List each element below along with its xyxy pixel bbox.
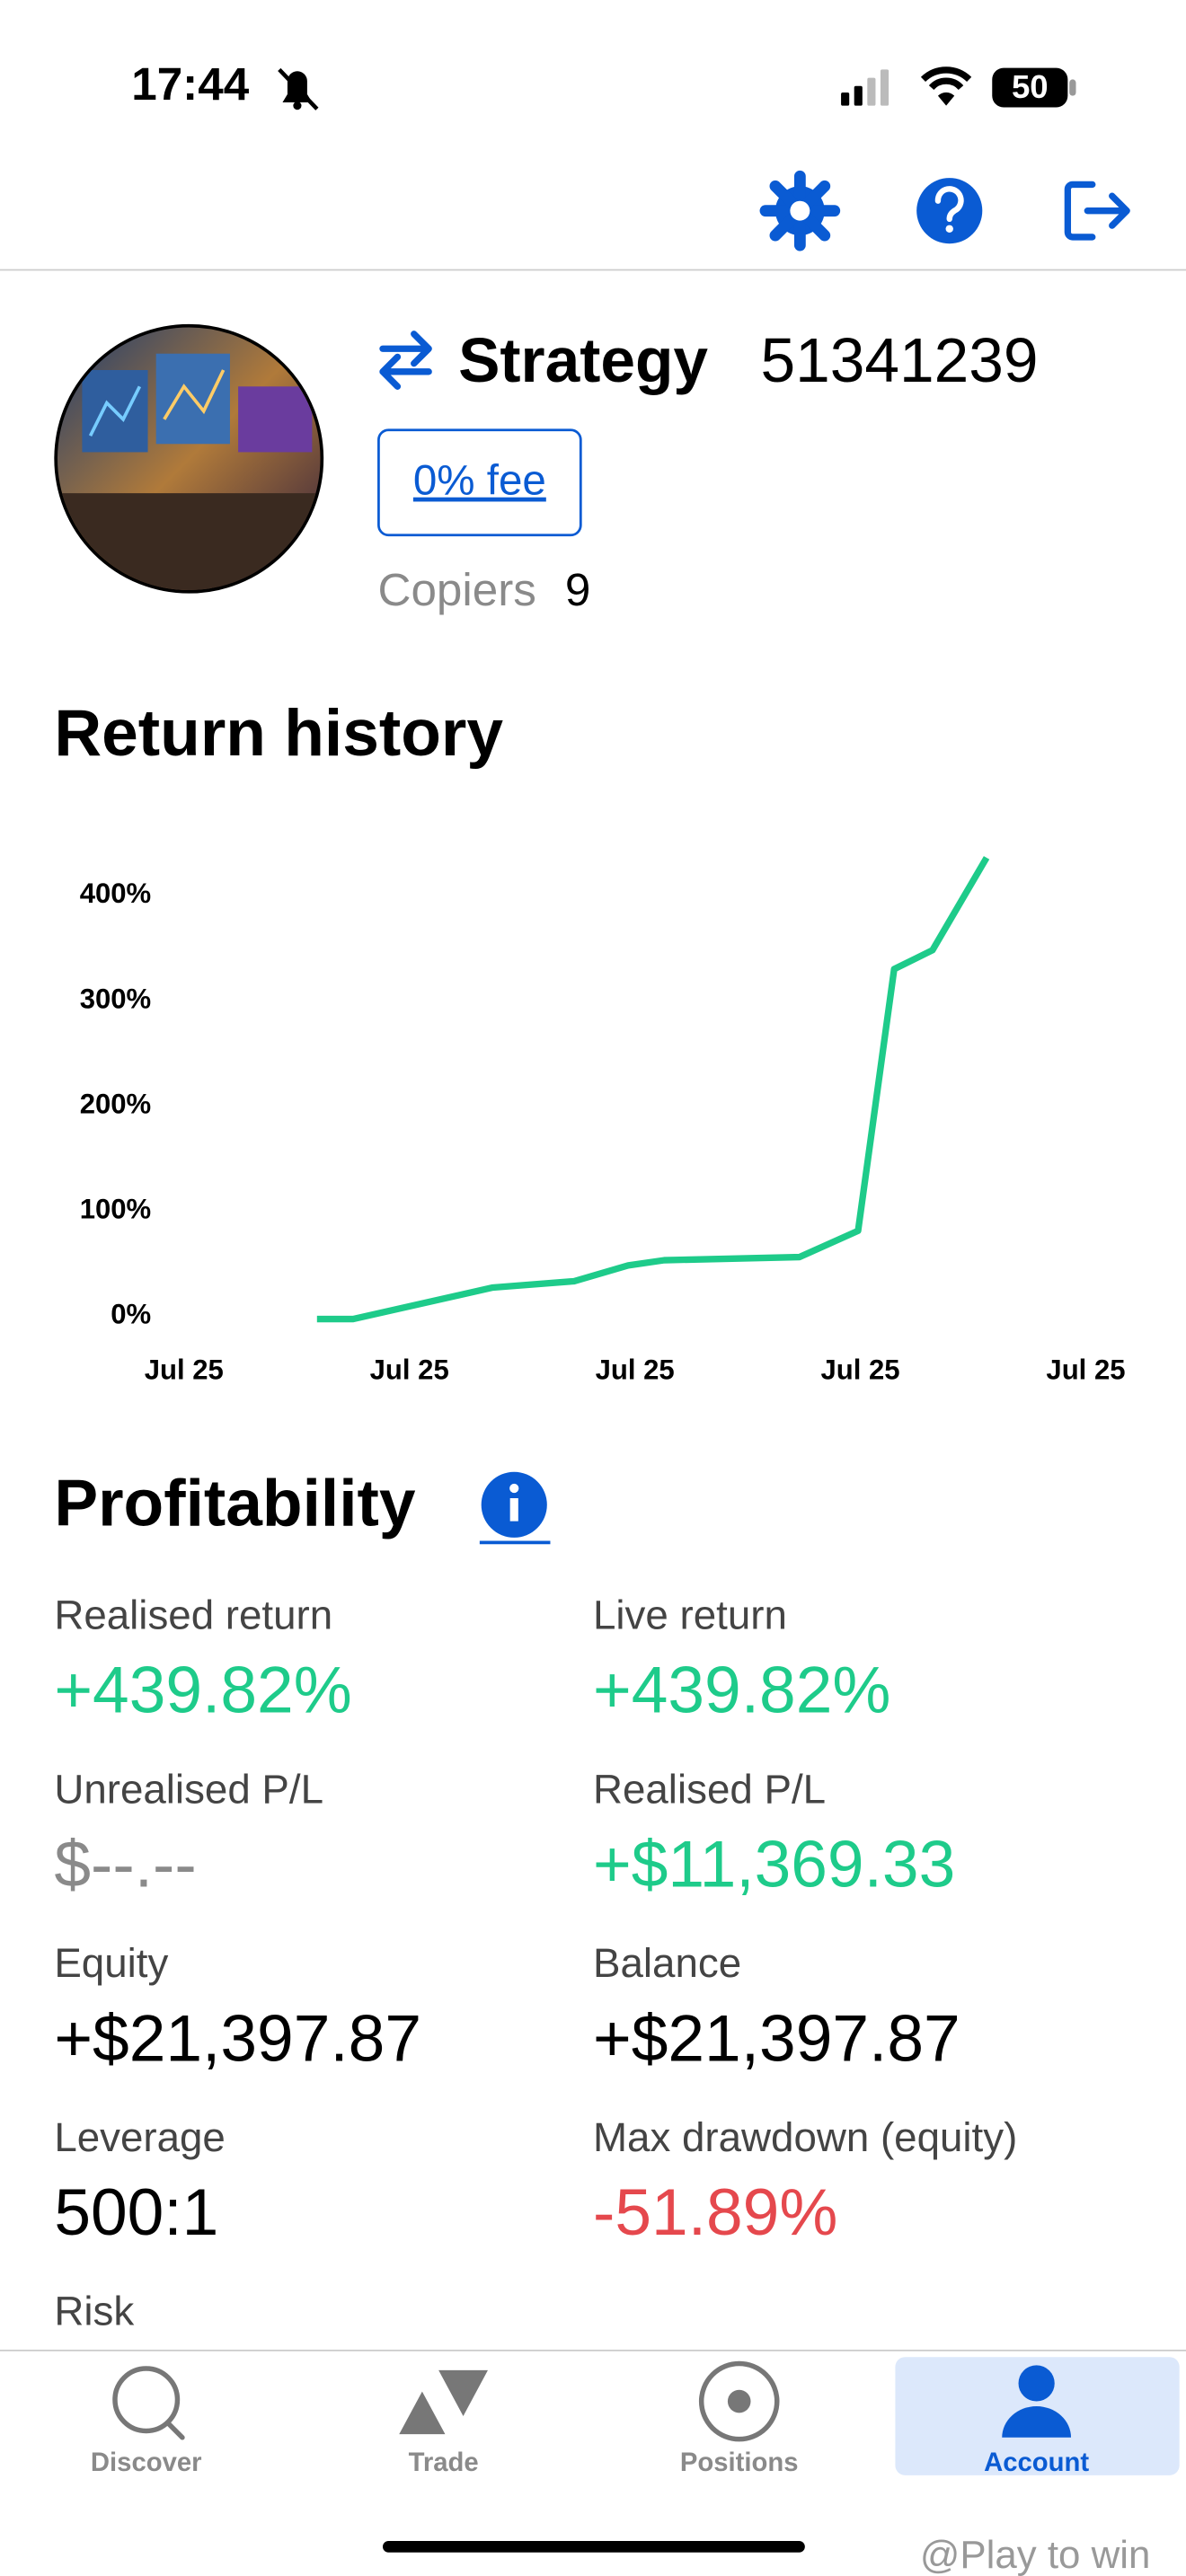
nav-icon bbox=[112, 2366, 185, 2440]
battery-cap bbox=[1069, 79, 1076, 96]
wifi-dot bbox=[937, 92, 955, 106]
metric-value: +$21,397.87 bbox=[593, 2002, 960, 2075]
info-button[interactable] bbox=[479, 1471, 551, 1545]
watermark: @Play to win bbox=[920, 2533, 1151, 2576]
risk-label: Risk bbox=[54, 2289, 134, 2334]
section-title: Profitability bbox=[54, 1467, 416, 1539]
status-time: 17:44 bbox=[131, 58, 249, 110]
nav-icon bbox=[1002, 2365, 1072, 2438]
x-tick-label: Jul 25 bbox=[596, 1354, 675, 1385]
nav-item[interactable]: Discover bbox=[91, 2366, 202, 2477]
home-indicator bbox=[382, 2540, 805, 2553]
x-tick-label: Jul 25 bbox=[1046, 1354, 1125, 1385]
battery-level: 50 bbox=[1012, 68, 1049, 105]
metric-label: Realised P/L bbox=[593, 1766, 826, 1812]
swap-icon bbox=[379, 331, 432, 390]
metric-value: $--.-- bbox=[54, 1829, 196, 1901]
metrics: Realised return +439.82% Live return +439.8… bbox=[54, 1592, 1017, 2250]
metric-value: +439.82% bbox=[54, 1654, 351, 1727]
logout-button[interactable] bbox=[1064, 181, 1130, 241]
signal-icon bbox=[841, 69, 890, 106]
metric-label: Leverage bbox=[54, 2114, 226, 2160]
metric-value: 500:1 bbox=[54, 2176, 218, 2249]
x-tick-label: Jul 25 bbox=[145, 1354, 224, 1385]
nav-label: Positions bbox=[680, 2448, 799, 2477]
y-tick-label: 300% bbox=[80, 983, 152, 1014]
return-line bbox=[316, 856, 990, 1323]
fee-link[interactable]: 0% fee bbox=[413, 457, 546, 505]
bell-off-icon bbox=[278, 67, 319, 110]
metric-label: Live return bbox=[593, 1592, 787, 1638]
wifi-icon bbox=[920, 66, 972, 91]
copiers-label: Copiers bbox=[377, 564, 535, 615]
avatar bbox=[54, 323, 324, 594]
y-tick-label: 400% bbox=[80, 878, 152, 909]
y-tick-label: 200% bbox=[80, 1088, 152, 1119]
nav-label: Account bbox=[984, 2448, 1089, 2477]
x-tick-label: Jul 25 bbox=[370, 1354, 449, 1385]
return-chart: 0% 100% 200% 300% 400% Jul 25 Jul 25 Jul 25 Jul … bbox=[80, 856, 1126, 1385]
strategy-id: 51341239 bbox=[760, 325, 1038, 395]
strategy-name: Strategy bbox=[458, 325, 708, 395]
y-tick-label: 100% bbox=[80, 1193, 152, 1224]
settings-button[interactable] bbox=[759, 170, 841, 251]
x-tick-label: Jul 25 bbox=[820, 1354, 899, 1385]
nav-item[interactable]: Trade bbox=[399, 2369, 488, 2477]
nav-label: Discover bbox=[91, 2448, 202, 2477]
metric-value: +439.82% bbox=[593, 1654, 890, 1727]
metric-value: -51.89% bbox=[593, 2176, 837, 2249]
metric-value: +$21,397.87 bbox=[54, 2002, 421, 2075]
y-tick-label: 0% bbox=[111, 1298, 151, 1329]
nav-icon bbox=[698, 2360, 780, 2442]
nav-label: Trade bbox=[409, 2448, 479, 2477]
metric-label: Balance bbox=[593, 1940, 741, 1986]
nav-icon bbox=[399, 2369, 488, 2435]
fee-box[interactable] bbox=[377, 428, 582, 537]
nav-items: Discover Trade Positions Account bbox=[91, 2357, 1180, 2477]
nav-item[interactable]: Account bbox=[895, 2357, 1180, 2477]
metric-value: +$11,369.33 bbox=[593, 1829, 955, 1901]
chart-title: Return history bbox=[54, 697, 503, 770]
metric-label: Equity bbox=[54, 1940, 168, 1986]
nav-item[interactable]: Positions bbox=[680, 2360, 799, 2477]
metric-label: Max drawdown (equity) bbox=[593, 2114, 1017, 2160]
battery bbox=[992, 67, 1068, 108]
metric-label: Unrealised P/L bbox=[54, 1766, 323, 1812]
copiers-count: 9 bbox=[565, 564, 590, 615]
help-button[interactable] bbox=[916, 178, 983, 244]
metric-label: Realised return bbox=[54, 1592, 332, 1638]
